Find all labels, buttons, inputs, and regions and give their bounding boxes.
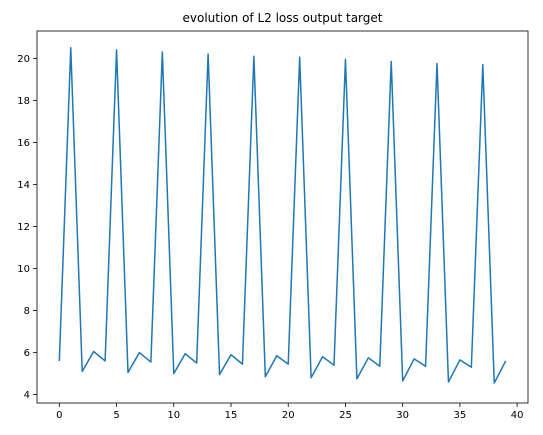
y-tick-label: 20 (17, 54, 30, 65)
y-tick-label: 4 (24, 390, 30, 401)
y-tick-label: 6 (24, 348, 30, 359)
x-tick-label: 20 (282, 410, 295, 421)
x-tick-label: 10 (167, 410, 180, 421)
y-tick-label: 18 (17, 96, 30, 107)
y-tick-label: 16 (17, 138, 30, 149)
x-tick-label: 15 (225, 410, 238, 421)
x-tick-label: 30 (396, 410, 409, 421)
x-tick-label: 0 (56, 410, 62, 421)
x-tick-label: 5 (113, 410, 119, 421)
plot-area (58, 47, 507, 384)
axes: 0 5 10 15 20 25 30 35 40 4 6 8 10 12 14 16 18 20 (17, 30, 529, 421)
y-tick-label: 14 (17, 180, 30, 191)
y-tick-label: 12 (17, 222, 30, 233)
y-tick-label: 10 (17, 264, 30, 275)
y-tick-label: 8 (24, 306, 30, 317)
series-line-0 (58, 47, 507, 384)
x-tick-label: 35 (454, 410, 467, 421)
x-tick-label: 40 (511, 410, 524, 421)
axes-frame (36, 30, 529, 404)
chart-title: evolution of L2 loss output target (183, 11, 383, 25)
x-tick-label: 25 (339, 410, 352, 421)
